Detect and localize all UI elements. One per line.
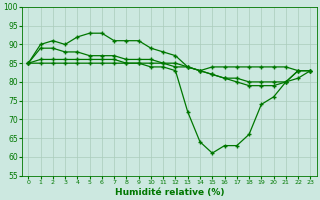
X-axis label: Humidité relative (%): Humidité relative (%) xyxy=(115,188,224,197)
